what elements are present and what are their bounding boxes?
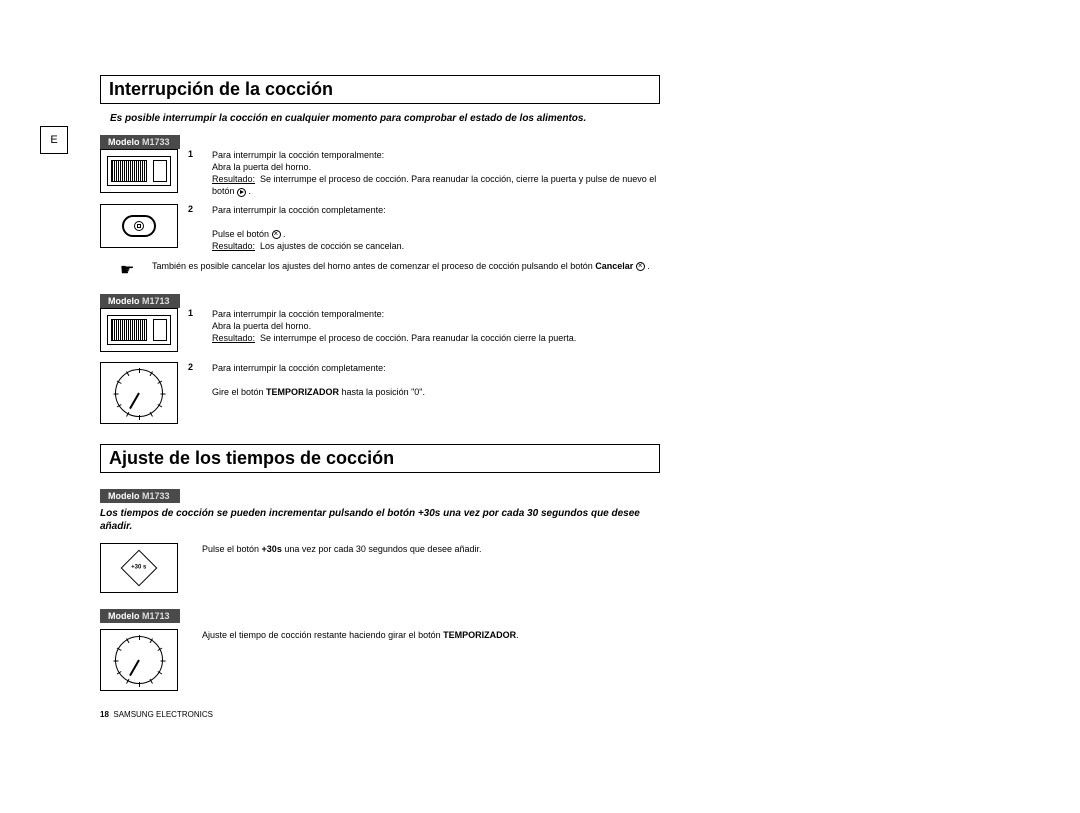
line2-pre: Gire el botón	[212, 387, 266, 397]
page-footer: 18 SAMSUNG ELECTRONICS	[100, 710, 213, 719]
body-bold: TEMPORIZADOR	[443, 630, 516, 640]
language-tab: E	[40, 126, 68, 154]
illus-col	[100, 308, 178, 356]
plus30-label: +30 s	[131, 565, 146, 571]
model-prefix: Modelo	[108, 611, 142, 621]
model-tag-m1713-b: Modelo M1713	[100, 609, 180, 623]
result-text: Los ajustes de cocción se cancelan.	[260, 241, 404, 251]
step-number: 2	[188, 204, 202, 214]
line2-bold: TEMPORIZADOR	[266, 387, 339, 397]
step-text: Para interrumpir la cocción completament…	[212, 362, 660, 398]
body-bold: +30s	[262, 544, 282, 554]
step-text: Pulse el botón +30s una vez por cada 30 …	[202, 543, 660, 555]
model-tag-m1733-a: Modelo M1733	[100, 135, 180, 149]
step-line2: Abra la puerta del horno.	[212, 321, 311, 331]
step-text: Para interrumpir la cocción completament…	[212, 204, 660, 253]
m1713-step2-row: 2 Para interrumpir la cocción completame…	[100, 362, 660, 424]
footer-brand: SAMSUNG ELECTRONICS	[113, 710, 213, 719]
step-line1: Para interrumpir la cocción temporalment…	[212, 150, 384, 160]
illus-col	[100, 629, 178, 691]
model-number: M1713	[142, 611, 170, 621]
note-post: .	[645, 261, 650, 271]
timer-dial-illustration	[100, 629, 178, 691]
plus30-button-illustration: +30 s	[100, 543, 178, 593]
note-row: ☛ También es posible cancelar los ajuste…	[120, 260, 660, 280]
illus-col	[100, 204, 178, 248]
m1733-plus30-row: +30 s Pulse el botón +30s una vez por ca…	[100, 543, 660, 593]
body-pre: Pulse el botón	[202, 544, 262, 554]
result-text: Se interrumpe el proceso de cocción. Par…	[260, 333, 576, 343]
pointing-hand-icon: ☛	[120, 260, 140, 280]
section1-title: Interrupción de la cocción	[100, 75, 660, 104]
line2-post: hasta la posición "0".	[339, 387, 425, 397]
note-pre: También es posible cancelar los ajustes …	[152, 261, 595, 271]
page-number: 18	[100, 710, 109, 719]
illus-col	[100, 149, 178, 197]
model-number: M1713	[142, 296, 170, 306]
step-text: Ajuste el tiempo de cocción restante hac…	[202, 629, 660, 641]
step-text: Para interrumpir la cocción temporalment…	[212, 308, 660, 344]
cancel-icon	[636, 262, 645, 271]
section1-intro: Es posible interrumpir la cocción en cua…	[110, 112, 660, 125]
body-post: una vez por cada 30 segundos que desee a…	[282, 544, 482, 554]
model-prefix: Modelo	[108, 491, 142, 501]
model-prefix: Modelo	[108, 137, 142, 147]
section2-title: Ajuste de los tiempos de cocción	[100, 444, 660, 473]
timer-dial-illustration	[100, 362, 178, 424]
step-number: 1	[188, 308, 202, 318]
m1713-step1-row: 1 Para interrumpir la cocción temporalme…	[100, 308, 660, 356]
model-tag-m1713-a: Modelo M1713	[100, 294, 180, 308]
note-bold: Cancelar	[595, 261, 633, 271]
section2-intro: Los tiempos de cocción se pueden increme…	[100, 507, 660, 533]
step-line2: Abra la puerta del horno.	[212, 162, 311, 172]
illus-col: +30 s	[100, 543, 178, 593]
result-label: Resultado:	[212, 174, 255, 184]
step-number: 2	[188, 362, 202, 372]
step-line1: Para interrumpir la cocción completament…	[212, 205, 386, 215]
model-tag-m1733-b: Modelo M1733	[100, 489, 180, 503]
model-number: M1733	[142, 491, 170, 501]
model-prefix: Modelo	[108, 296, 142, 306]
result-label: Resultado:	[212, 241, 255, 251]
body-pre: Ajuste el tiempo de cocción restante hac…	[202, 630, 443, 640]
m1713-adjust-row: Ajuste el tiempo de cocción restante hac…	[100, 629, 660, 691]
step-line1: Para interrumpir la cocción completament…	[212, 363, 386, 373]
step-line1: Para interrumpir la cocción temporalment…	[212, 309, 384, 319]
step-line2-pre: Pulse el botón	[212, 229, 272, 239]
illus-col	[100, 362, 178, 424]
body-post: .	[516, 630, 519, 640]
cancel-icon	[272, 230, 281, 239]
start-icon	[237, 188, 246, 197]
note-text: También es posible cancelar los ajustes …	[152, 260, 660, 272]
result-label: Resultado:	[212, 333, 255, 343]
microwave-illustration	[100, 149, 178, 193]
model-number: M1733	[142, 137, 170, 147]
result-text: Se interrumpe el proceso de cocción. Par…	[212, 174, 656, 196]
page-content: Interrupción de la cocción Es posible in…	[100, 75, 660, 697]
result-tail: .	[246, 186, 251, 196]
m1733-step1-row: 1 Para interrumpir la cocción temporalme…	[100, 149, 660, 198]
step-number: 1	[188, 149, 202, 159]
microwave-illustration	[100, 308, 178, 352]
step-text: Para interrumpir la cocción temporalment…	[212, 149, 660, 198]
step-line2-post: .	[281, 229, 286, 239]
stop-button-illustration	[100, 204, 178, 248]
m1733-step2-row: 2 Para interrumpir la cocción completame…	[100, 204, 660, 253]
